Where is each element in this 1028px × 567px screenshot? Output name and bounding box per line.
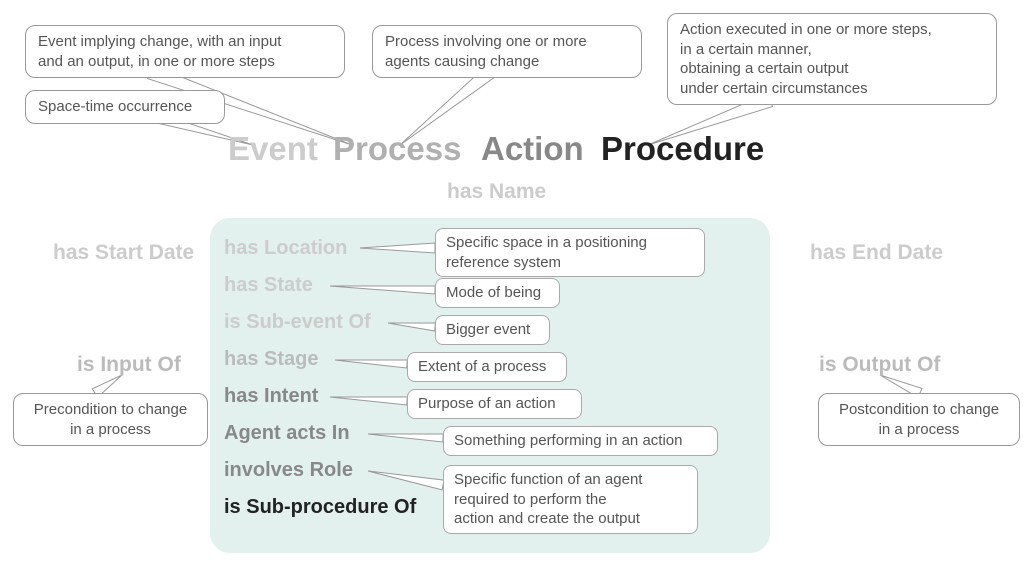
callout-state: Mode of being: [435, 278, 560, 308]
callout-agent: Something performing in an action: [443, 426, 718, 456]
callout-intent: Purpose of an action: [407, 389, 582, 419]
label-has-end-date: has End Date: [810, 241, 943, 265]
title-event: Event: [228, 130, 318, 168]
prop-has-state: has State: [224, 274, 313, 297]
title-procedure: Procedure: [601, 130, 764, 168]
prop-has-stage: has Stage: [224, 348, 318, 371]
callout-location: Specific space in a positioningreference…: [435, 228, 705, 277]
prop-involves-role: involves Role: [224, 459, 353, 482]
prop-has-location: has Location: [224, 237, 347, 260]
callout-process-involving: Process involving one or moreagents caus…: [372, 25, 642, 78]
prop-has-intent: has Intent: [224, 385, 318, 408]
prop-is-sub-procedure-of: is Sub-procedure Of: [224, 496, 416, 519]
callout-spacetime: Space-time occurrence: [25, 90, 225, 124]
callout-output: Postcondition to changein a process: [818, 393, 1020, 446]
title-action: Action: [481, 130, 584, 168]
label-is-output-of: is Output Of: [819, 353, 940, 377]
prop-is-sub-event-of: is Sub-event Of: [224, 311, 371, 334]
label-is-input-of: is Input Of: [77, 353, 181, 377]
label-has-start-date: has Start Date: [53, 241, 194, 265]
prop-agent-acts-in: Agent acts In: [224, 422, 350, 445]
callout-role: Specific function of an agentrequired to…: [443, 465, 698, 534]
callout-action-executed: Action executed in one or more steps,in …: [667, 13, 997, 105]
callout-input: Precondition to changein a process: [13, 393, 208, 446]
callout-event-implying: Event implying change, with an inputand …: [25, 25, 345, 78]
callout-stage: Extent of a process: [407, 352, 567, 382]
callout-subevent: Bigger event: [435, 315, 550, 345]
title-process: Process: [333, 130, 461, 168]
label-has-name: has Name: [447, 180, 546, 204]
